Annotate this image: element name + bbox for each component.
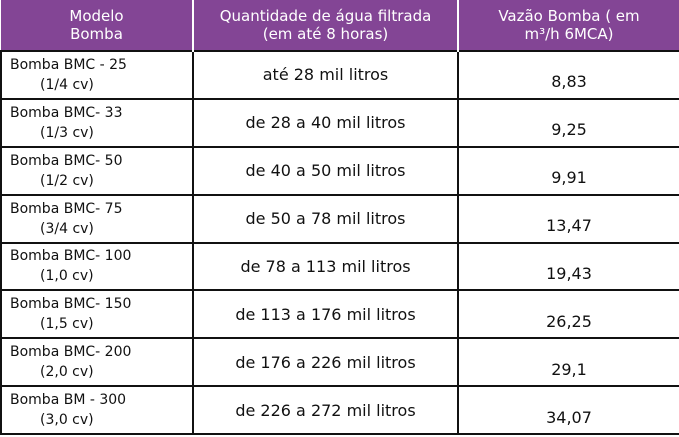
volume-cell: de 78 a 113 mil litros xyxy=(192,241,459,292)
table-row: Bomba BMC- 75 (3/4 cv) de 50 a 78 mil litr… xyxy=(0,193,679,244)
header-text: m³/h 6MCA) xyxy=(524,25,614,43)
table-row: Bomba BMC- 50 (1/2 cv) de 40 a 50 mil litr… xyxy=(0,145,679,196)
header-cell: Modelo Bomba xyxy=(1,0,194,51)
flow-cell: 9,91 xyxy=(457,145,679,196)
flow-cell: 19,43 xyxy=(457,241,679,292)
model-text: (1/2 cv) xyxy=(40,172,94,189)
table-row: Bomba BM - 300 (3,0 cv) de 226 a 272 mil l… xyxy=(0,385,679,435)
model-cell: Bomba BMC- 50 (1/2 cv) xyxy=(0,145,194,196)
model-text: Bomba BMC- 50 xyxy=(10,152,123,169)
model-text: Bomba BMC- 100 xyxy=(10,248,132,265)
table-row: Bomba BMC - 25 (1/4 cv) até 28 mil litros 8… xyxy=(0,50,679,100)
model-cell: Bomba BMC- 33 (1/3 cv) xyxy=(0,97,194,148)
flow-cell: 9,25 xyxy=(457,97,679,148)
model-cell: Bomba BMC- 200 (2,0 cv) xyxy=(0,337,194,388)
model-cell: Bomba BMC- 75 (3/4 cv) xyxy=(0,193,194,244)
table-row: Bomba BMC- 100 (1,0 cv) de 78 a 113 mil li… xyxy=(0,241,679,292)
flow-cell: 13,47 xyxy=(457,193,679,244)
volume-cell: de 113 a 176 mil litros xyxy=(192,289,459,340)
header-row: Modelo Bomba Quantidade de água filtrada (e… xyxy=(1,0,679,51)
volume-cell: de 28 a 40 mil litros xyxy=(192,97,459,148)
flow-cell: 34,07 xyxy=(457,385,679,435)
header-text: Modelo xyxy=(69,7,124,25)
model-text: Bomba BMC- 33 xyxy=(10,104,123,121)
header-text: Vazão Bomba ( em xyxy=(498,7,640,25)
header-text: (em até 8 horas) xyxy=(262,25,389,43)
flow-cell: 26,25 xyxy=(457,289,679,340)
table-row: Bomba BMC- 33 (1/3 cv) de 28 a 40 mil litr… xyxy=(0,97,679,148)
model-text: (3,0 cv) xyxy=(40,412,94,429)
table-row: Bomba BMC- 150 (1,5 cv) de 113 a 176 mil l… xyxy=(0,289,679,340)
volume-cell: de 176 a 226 mil litros xyxy=(192,337,459,388)
model-text: Bomba BMC- 75 xyxy=(10,200,123,217)
header-cell: Vazão Bomba ( em m³/h 6MCA) xyxy=(457,0,679,51)
flow-cell: 8,83 xyxy=(457,50,679,100)
model-text: (2,0 cv) xyxy=(40,364,94,381)
volume-cell: de 50 a 78 mil litros xyxy=(192,193,459,244)
model-text: (1/3 cv) xyxy=(40,124,94,141)
flow-cell: 29,1 xyxy=(457,337,679,388)
model-text: Bomba BMC- 200 xyxy=(10,344,132,361)
model-text: Bomba BM - 300 xyxy=(10,392,127,409)
model-text: (3/4 cv) xyxy=(40,220,94,237)
model-cell: Bomba BMC - 25 (1/4 cv) xyxy=(0,50,194,100)
model-cell: Bomba BMC- 100 (1,0 cv) xyxy=(0,241,194,292)
table-body: Bomba BMC - 25 (1/4 cv) até 28 mil litros 8… xyxy=(0,50,679,435)
volume-cell: de 40 a 50 mil litros xyxy=(192,145,459,196)
model-text: Bomba BMC- 150 xyxy=(10,296,132,313)
table-row: Bomba BMC- 200 (2,0 cv) de 176 a 226 mil l… xyxy=(0,337,679,388)
model-text: (1/4 cv) xyxy=(40,76,94,93)
model-cell: Bomba BMC- 150 (1,5 cv) xyxy=(0,289,194,340)
model-text: Bomba BMC - 25 xyxy=(10,56,127,73)
model-cell: Bomba BM - 300 (3,0 cv) xyxy=(0,385,194,435)
volume-cell: de 226 a 272 mil litros xyxy=(192,385,459,435)
header-text: Bomba xyxy=(70,25,123,43)
volume-cell: até 28 mil litros xyxy=(192,50,459,100)
model-text: (1,0 cv) xyxy=(40,268,94,285)
model-text: (1,5 cv) xyxy=(40,316,94,333)
header-text: Quantidade de água filtrada xyxy=(219,7,432,25)
header-cell: Quantidade de água filtrada (em até 8 hor… xyxy=(192,0,459,51)
